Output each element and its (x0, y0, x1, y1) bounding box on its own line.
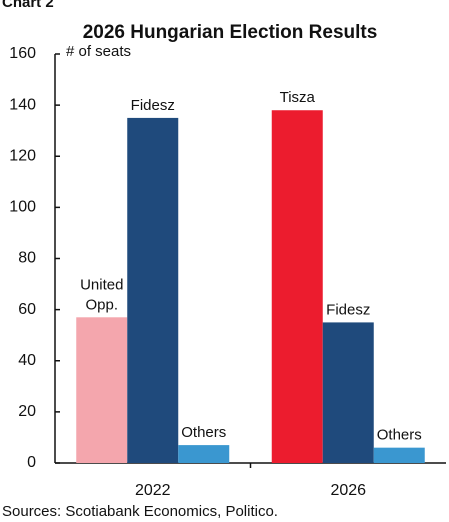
source-note: Sources: Scotiabank Economics, Politico. (2, 503, 278, 520)
y-tick-label: 60 (18, 301, 36, 318)
y-tick-label: 140 (9, 96, 36, 113)
bar (322, 322, 374, 463)
y-tick-label: 80 (18, 250, 36, 267)
y-tick-label: 20 (18, 403, 36, 420)
y-tick-label: 100 (9, 199, 36, 216)
bar-label: Others (377, 427, 422, 444)
y-tick-label: 160 (9, 45, 36, 62)
y-tick-label: 0 (27, 454, 36, 471)
bar-label: Fidesz (131, 97, 175, 114)
x-tick-label: 2022 (135, 482, 171, 499)
bar (76, 317, 128, 463)
y-tick-label: 40 (18, 352, 36, 369)
bar-label: Fidesz (326, 301, 370, 318)
y-tick-label: 120 (9, 147, 36, 164)
chart-number: Chart 2 (2, 0, 54, 11)
bar-label: Tisza (280, 89, 316, 106)
chart-title: 2026 Hungarian Election Results (83, 22, 378, 43)
x-tick-label: 2026 (330, 482, 366, 499)
bar (178, 445, 230, 463)
bar (127, 117, 179, 463)
y-axis-label: # of seats (66, 43, 131, 60)
bar-label: United (80, 276, 123, 293)
bar (373, 447, 425, 463)
bar-label: Opp. (85, 296, 118, 313)
bar (271, 110, 323, 464)
bar-label: Others (181, 424, 226, 441)
